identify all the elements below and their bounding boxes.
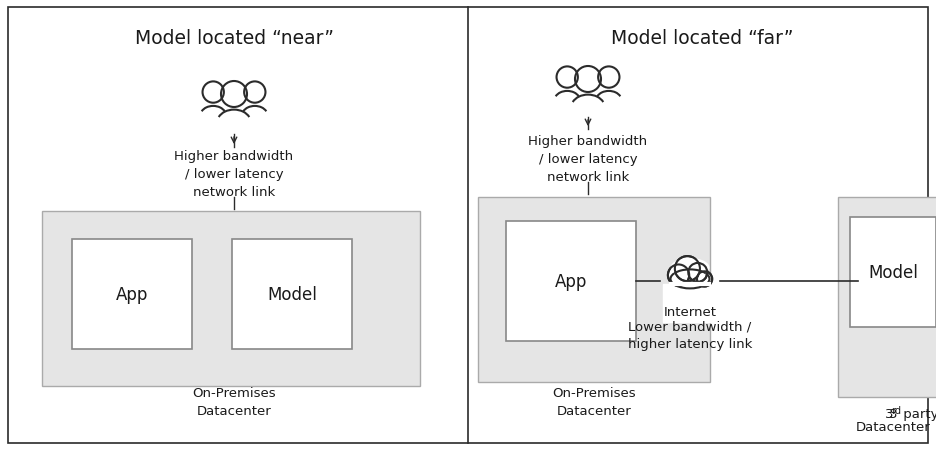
Text: party hosted: party hosted [899, 408, 936, 421]
Circle shape [697, 272, 712, 287]
Bar [838, 198, 936, 397]
Ellipse shape [670, 270, 709, 289]
Bar [850, 217, 936, 327]
Bar [232, 239, 352, 349]
Text: Model: Model [868, 263, 918, 281]
Text: Model located “far”: Model located “far” [611, 28, 793, 47]
Text: Model: Model [267, 285, 317, 304]
Ellipse shape [670, 258, 709, 277]
Text: rd: rd [891, 405, 901, 415]
Text: Datacenter: Datacenter [856, 421, 930, 433]
Text: Model located “near”: Model located “near” [135, 28, 333, 47]
Text: App: App [116, 285, 148, 304]
Circle shape [668, 265, 689, 286]
Bar [478, 198, 710, 382]
Circle shape [688, 263, 708, 282]
Bar [42, 212, 420, 386]
Text: On-Premises
Datacenter: On-Premises Datacenter [192, 387, 276, 418]
Bar [506, 221, 636, 341]
Text: Internet: Internet [664, 305, 716, 318]
Text: On-Premises
Datacenter: On-Premises Datacenter [552, 387, 636, 418]
Text: App: App [555, 272, 587, 290]
Text: Higher bandwidth
/ lower latency
network link: Higher bandwidth / lower latency network… [529, 135, 648, 184]
Text: Lower bandwidth /
higher latency link: Lower bandwidth / higher latency link [628, 320, 753, 350]
Circle shape [675, 257, 700, 281]
Text: 3: 3 [889, 408, 898, 421]
Text: Higher bandwidth
/ lower latency
network link: Higher bandwidth / lower latency network… [174, 150, 294, 199]
Text: 3: 3 [885, 408, 894, 421]
Bar [72, 239, 192, 349]
